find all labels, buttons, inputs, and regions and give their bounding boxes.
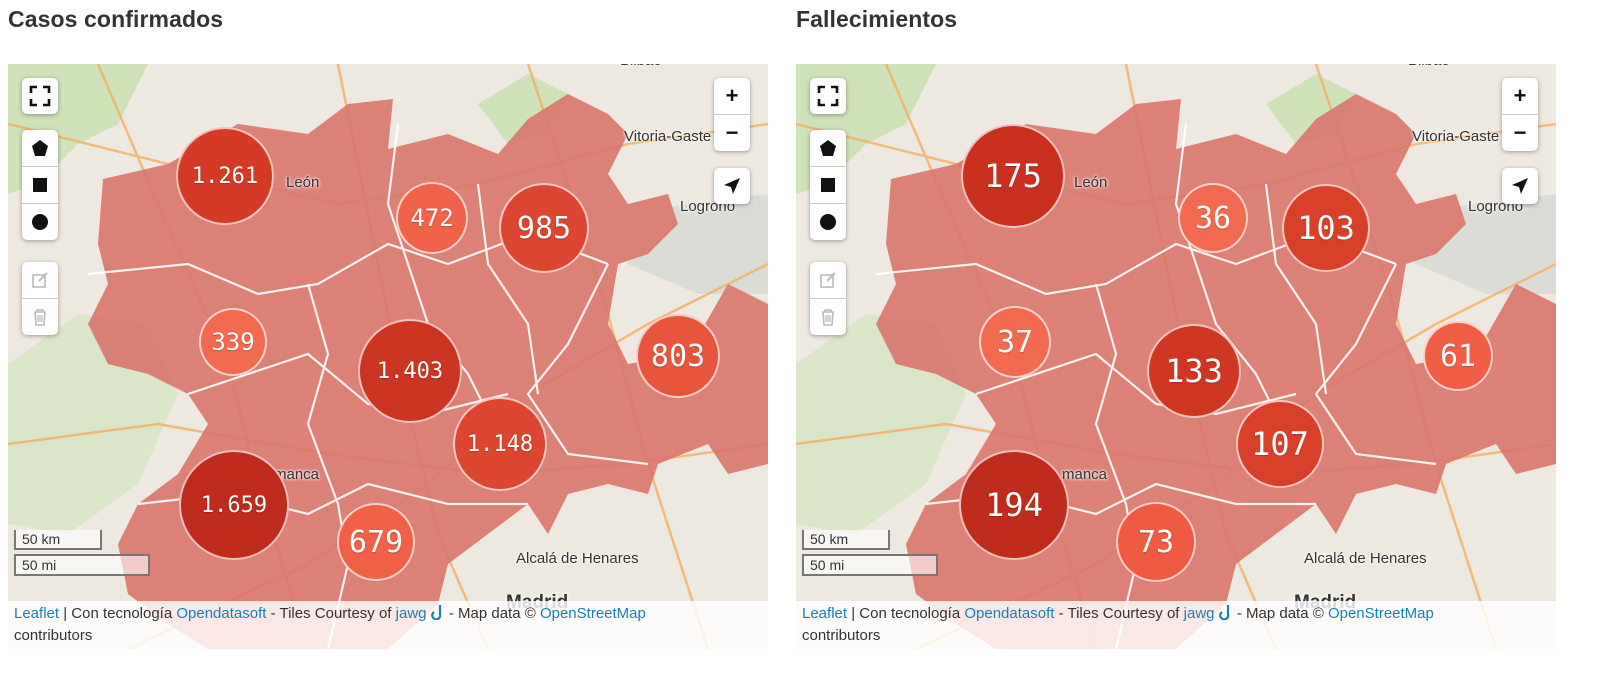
locate-arrow-icon[interactable] <box>1502 168 1538 204</box>
fullscreen-icon[interactable] <box>810 78 846 114</box>
zoom-out-button[interactable]: − <box>1513 120 1527 145</box>
map-canvas[interactable]: Bilbao León Vitoria-Gaste Logroño manca … <box>8 64 768 649</box>
openstreetmap-link[interactable]: OpenStreetMap <box>1327 605 1434 622</box>
locate-control <box>1502 168 1538 204</box>
cluster-marker[interactable]: 107 <box>1236 400 1324 488</box>
jawg-link[interactable]: jawg <box>395 605 427 622</box>
attribution-text: - Map data © <box>448 605 540 622</box>
panel-title: Casos confirmados <box>8 6 224 32</box>
openstreetmap-link[interactable]: OpenStreetMap <box>539 605 646 622</box>
edit-icon[interactable] <box>22 262 58 299</box>
cluster-marker[interactable]: 1.403 <box>358 319 462 423</box>
fullscreen-control <box>22 78 58 114</box>
attribution-text: contributors <box>14 627 93 644</box>
scale-km: 50 km <box>14 530 102 550</box>
city-label-vitoria: Vitoria-Gaste <box>1412 128 1500 145</box>
circle-icon[interactable] <box>22 204 58 240</box>
cluster-marker[interactable]: 985 <box>499 183 589 273</box>
cluster-marker[interactable]: 472 <box>396 182 468 254</box>
leaflet-link[interactable]: Leaflet <box>802 605 848 622</box>
opendatasoft-link[interactable]: Opendatasoft <box>964 605 1055 622</box>
city-label-salamanca: manca <box>274 466 320 483</box>
zoom-control: + − <box>714 78 750 151</box>
map-panel-right: Fallecimientos Bilbao León <box>796 0 1556 660</box>
cluster-marker[interactable]: 194 <box>959 450 1069 560</box>
jawg-link[interactable]: jawg <box>1183 605 1215 622</box>
cluster-marker[interactable]: 133 <box>1147 324 1241 418</box>
city-label-vitoria: Vitoria-Gaste <box>624 128 712 145</box>
jawg-icon <box>1218 605 1229 621</box>
city-label-salamanca: manca <box>1062 466 1108 483</box>
zoom-out-button[interactable]: − <box>725 120 739 145</box>
draw-toolbar <box>810 130 846 240</box>
city-label-alcala: Alcalá de Henares <box>516 550 639 567</box>
edit-toolbar <box>810 262 846 335</box>
scale-mi: 50 mi <box>14 554 150 576</box>
map-panel-left: Casos confirmados Bilbao León <box>8 0 768 660</box>
scale-km: 50 km <box>802 530 890 550</box>
map-canvas[interactable]: Bilbao León Vitoria-Gaste Logroño manca … <box>796 64 1556 649</box>
cluster-marker[interactable]: 1.261 <box>176 127 274 225</box>
rectangle-icon[interactable] <box>810 167 846 204</box>
city-label-leon: León <box>1074 174 1108 191</box>
cluster-marker[interactable]: 37 <box>979 306 1051 378</box>
fullscreen-icon[interactable] <box>22 78 58 114</box>
attribution-text: - Tiles Courtesy of <box>1054 605 1184 622</box>
zoom-control: + − <box>1502 78 1538 151</box>
cluster-marker[interactable]: 1.659 <box>179 450 289 560</box>
edit-icon[interactable] <box>810 262 846 299</box>
draw-toolbar <box>22 130 58 240</box>
trash-icon[interactable] <box>810 299 846 335</box>
zoom-in-button[interactable]: + <box>714 78 750 115</box>
attribution-text: - Map data © <box>1236 605 1328 622</box>
cluster-marker[interactable]: 61 <box>1423 321 1493 391</box>
city-label-bilbao: Bilbao <box>1408 64 1450 69</box>
attribution-text: | Con tecnología <box>59 605 177 622</box>
cluster-marker[interactable]: 175 <box>961 124 1065 228</box>
polygon-icon[interactable] <box>22 130 58 167</box>
panel-title: Fallecimientos <box>796 6 958 32</box>
jawg-icon <box>430 605 441 621</box>
edit-toolbar <box>22 262 58 335</box>
circle-icon[interactable] <box>810 204 846 240</box>
locate-arrow-icon[interactable] <box>714 168 750 204</box>
attribution-text: | Con tecnología <box>847 605 965 622</box>
cluster-marker[interactable]: 339 <box>199 308 267 376</box>
trash-icon[interactable] <box>22 299 58 335</box>
cluster-marker[interactable]: 803 <box>636 314 720 398</box>
city-label-leon: León <box>286 174 320 191</box>
rectangle-icon[interactable] <box>22 167 58 204</box>
polygon-icon[interactable] <box>810 130 846 167</box>
attribution-text: - Tiles Courtesy of <box>266 605 396 622</box>
cluster-marker[interactable]: 73 <box>1116 502 1196 582</box>
cluster-marker[interactable]: 36 <box>1178 183 1248 253</box>
leaflet-link[interactable]: Leaflet <box>14 605 60 622</box>
locate-control <box>714 168 750 204</box>
scale-mi: 50 mi <box>802 554 938 576</box>
map-attribution: Leaflet | Con tecnología Opendatasoft - … <box>796 601 1556 649</box>
city-label-bilbao: Bilbao <box>620 64 662 69</box>
attribution-text: contributors <box>802 627 881 644</box>
opendatasoft-link[interactable]: Opendatasoft <box>176 605 267 622</box>
cluster-marker[interactable]: 1.148 <box>453 397 547 491</box>
map-attribution: Leaflet | Con tecnología Opendatasoft - … <box>8 601 768 649</box>
cluster-marker[interactable]: 679 <box>337 503 415 581</box>
city-label-alcala: Alcalá de Henares <box>1304 550 1427 567</box>
zoom-in-button[interactable]: + <box>1502 78 1538 115</box>
cluster-marker[interactable]: 103 <box>1282 184 1370 272</box>
fullscreen-control <box>810 78 846 114</box>
